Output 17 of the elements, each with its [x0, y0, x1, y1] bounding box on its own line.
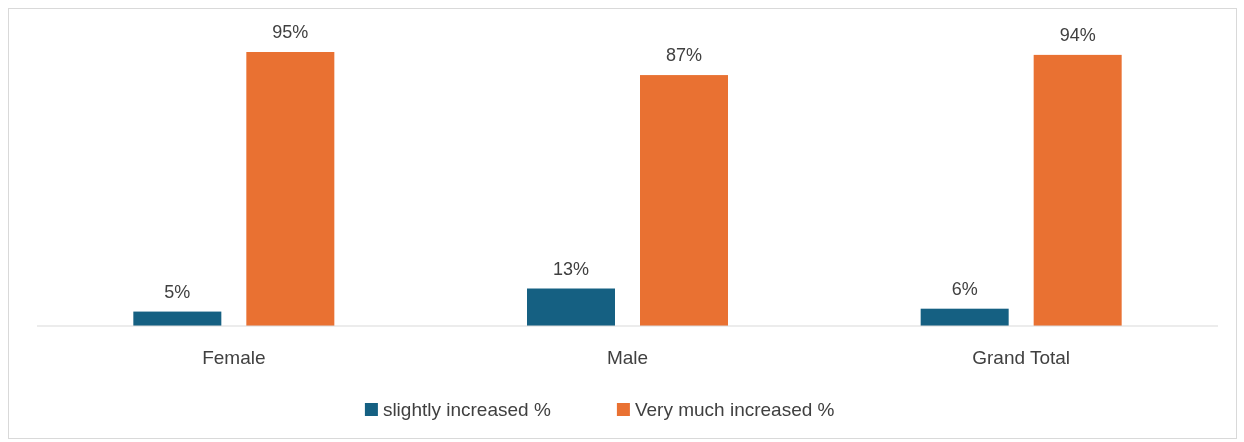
x-tick-label: Grand Total	[972, 347, 1071, 368]
legend-label: Very much increased %	[634, 399, 835, 420]
x-tick-label: Male	[606, 347, 649, 368]
legend-label: slightly increased %	[382, 399, 551, 420]
bar	[640, 75, 728, 326]
bar	[527, 288, 615, 326]
data-label: 95%	[272, 22, 309, 42]
bar	[133, 311, 222, 326]
data-label: 87%	[665, 45, 703, 66]
bar	[246, 52, 335, 326]
data-label: 13%	[552, 258, 590, 279]
x-tick-label: Female	[202, 347, 266, 368]
bar	[920, 308, 1009, 326]
data-label: 6%	[951, 278, 978, 299]
bar	[1033, 54, 1122, 326]
data-label: 94%	[1059, 24, 1096, 45]
data-label: 5%	[164, 281, 191, 302]
